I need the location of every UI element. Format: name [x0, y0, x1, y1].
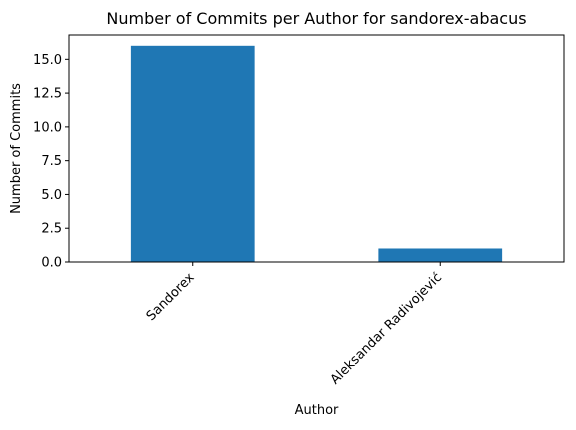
y-tick-label: 10.0: [33, 120, 62, 135]
y-tick-label: 15.0: [33, 53, 62, 68]
y-tick-label: 5.0: [41, 188, 62, 203]
y-tick-label: 7.5: [41, 154, 62, 169]
chart-title: Number of Commits per Author for sandore…: [106, 9, 526, 28]
x-axis-ticks: Sandorex Aleksandar Radivojević: [144, 262, 445, 388]
bar-2: [378, 248, 503, 262]
plot-area-frame: [68, 34, 565, 263]
x-axis-label: Author: [295, 403, 339, 418]
bar-1: [130, 45, 255, 263]
y-tick-label: 0.0: [41, 256, 62, 271]
bars-layer: [130, 45, 503, 263]
x-tick-label: Aleksandar Radivojević: [328, 270, 445, 387]
y-axis-label: Number of Commits: [9, 83, 24, 214]
y-axis-ticks: 0.0 2.5 5.0 7.5 10.0 12.5 15.0: [33, 53, 69, 271]
x-tick-label: Sandorex: [144, 270, 198, 324]
y-tick-label: 12.5: [33, 87, 62, 102]
y-tick-label: 2.5: [41, 222, 62, 237]
